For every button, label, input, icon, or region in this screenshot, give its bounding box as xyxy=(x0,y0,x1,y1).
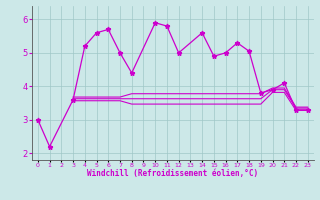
X-axis label: Windchill (Refroidissement éolien,°C): Windchill (Refroidissement éolien,°C) xyxy=(87,169,258,178)
